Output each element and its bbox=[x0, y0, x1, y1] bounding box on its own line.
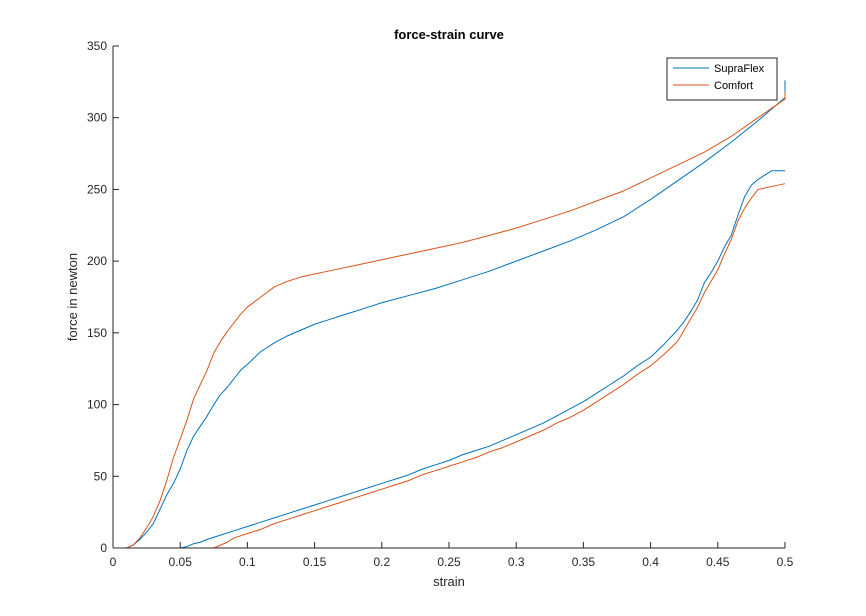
plot-area bbox=[113, 46, 785, 548]
series-line-supraflex-unloading bbox=[113, 170, 785, 549]
y-tick-label: 0 bbox=[100, 541, 107, 555]
x-tick-label: 0.05 bbox=[169, 555, 193, 569]
y-tick-label: 250 bbox=[87, 182, 107, 196]
series-line-comfort-loading bbox=[113, 91, 786, 549]
legend-box bbox=[666, 57, 778, 101]
y-tick-label: 300 bbox=[87, 111, 107, 125]
plot-background bbox=[113, 46, 785, 548]
x-tick-label: 0.15 bbox=[303, 555, 327, 569]
x-tick-label: 0.25 bbox=[437, 555, 461, 569]
x-tick-label: 0.4 bbox=[642, 555, 659, 569]
x-tick-label: 0.1 bbox=[239, 555, 256, 569]
x-tick-label: 0.2 bbox=[373, 555, 390, 569]
y-tick-label: 200 bbox=[87, 254, 107, 268]
series-line-comfort-unloading bbox=[113, 183, 786, 549]
x-tick-label: 0 bbox=[110, 555, 117, 569]
legend-label-comfort: Comfort bbox=[714, 80, 753, 92]
y-tick-label: 350 bbox=[87, 39, 107, 53]
legend: SupraFlex Comfort bbox=[666, 57, 778, 101]
x-axis-title: strain bbox=[433, 574, 465, 589]
series-line-supraflex-loading bbox=[113, 80, 786, 549]
series-layer bbox=[113, 80, 786, 549]
chart-title: force-strain curve bbox=[394, 27, 504, 42]
x-tick-label: 0.3 bbox=[508, 555, 525, 569]
x-tick-label: 0.45 bbox=[706, 555, 730, 569]
legend-label-supraflex: SupraFlex bbox=[714, 63, 765, 75]
ticks-layer: 0 0.05 0.1 0.15 0.2 0.25 0.3 0.35 0.4 0.45 0.5 0 50 1… bbox=[87, 39, 794, 569]
x-tick-label: 0.5 bbox=[777, 555, 794, 569]
y-tick-label: 150 bbox=[87, 326, 107, 340]
y-tick-label: 50 bbox=[94, 469, 108, 483]
x-tick-label: 0.35 bbox=[572, 555, 596, 569]
y-axis-title: force in newton bbox=[65, 253, 80, 341]
y-tick-label: 100 bbox=[87, 398, 107, 412]
